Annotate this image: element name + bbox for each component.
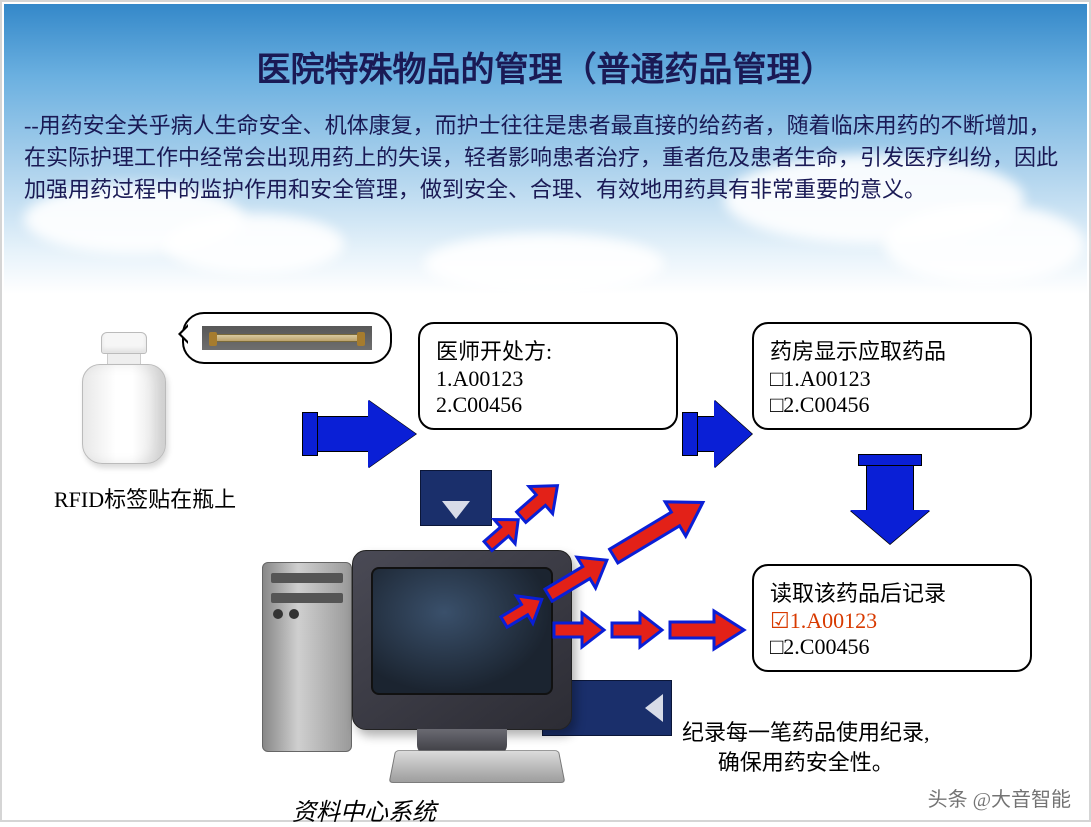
prescribe-title: 医师开处方: — [436, 334, 660, 366]
red-arrow-3 — [550, 608, 750, 652]
intro-paragraph: --用药安全关乎病人生命安全、机体康复，而护士往往是患者最直接的给药者，随着临床… — [24, 110, 1067, 206]
record-title: 读取该药品后记录 — [770, 576, 1014, 608]
record-item-1: ☑1.A00123 — [770, 608, 1014, 634]
pharmacy-box: 药房显示应取药品 □1.A00123 □2.C00456 — [752, 322, 1032, 430]
page-title: 医院特殊物品的管理（普通药品管理） — [2, 42, 1089, 91]
safety-note: 纪录每一笔药品使用纪录, 确保用药安全性。 — [682, 718, 930, 777]
pharmacy-item-2: □2.C00456 — [770, 392, 1014, 418]
safety-note-line1: 纪录每一笔药品使用纪录, — [682, 718, 930, 748]
safety-note-line2: 确保用药安全性。 — [682, 748, 930, 778]
watermark: 头条 @大音智能 — [928, 783, 1071, 812]
record-box: 读取该药品后记录 ☑1.A00123 □2.C00456 — [752, 564, 1032, 672]
red-arrow-2 — [494, 454, 764, 634]
rfid-bottle-label: RFID标签贴在瓶上 — [54, 482, 236, 514]
pharmacy-item-1: □1.A00123 — [770, 366, 1014, 392]
prescribe-item-2: 2.C00456 — [436, 392, 660, 418]
record-item-2: □2.C00456 — [770, 634, 1014, 660]
rfid-strip-icon — [202, 326, 372, 350]
arrow-right-1 — [302, 400, 416, 468]
pharmacy-title: 药房显示应取药品 — [770, 334, 1014, 366]
prescribe-box: 医师开处方: 1.A00123 2.C00456 — [418, 322, 678, 430]
arrow-down — [850, 454, 930, 544]
prescribe-item-1: 1.A00123 — [436, 366, 660, 392]
rfid-tag-callout — [182, 312, 392, 364]
medicine-bottle-icon — [82, 332, 166, 464]
